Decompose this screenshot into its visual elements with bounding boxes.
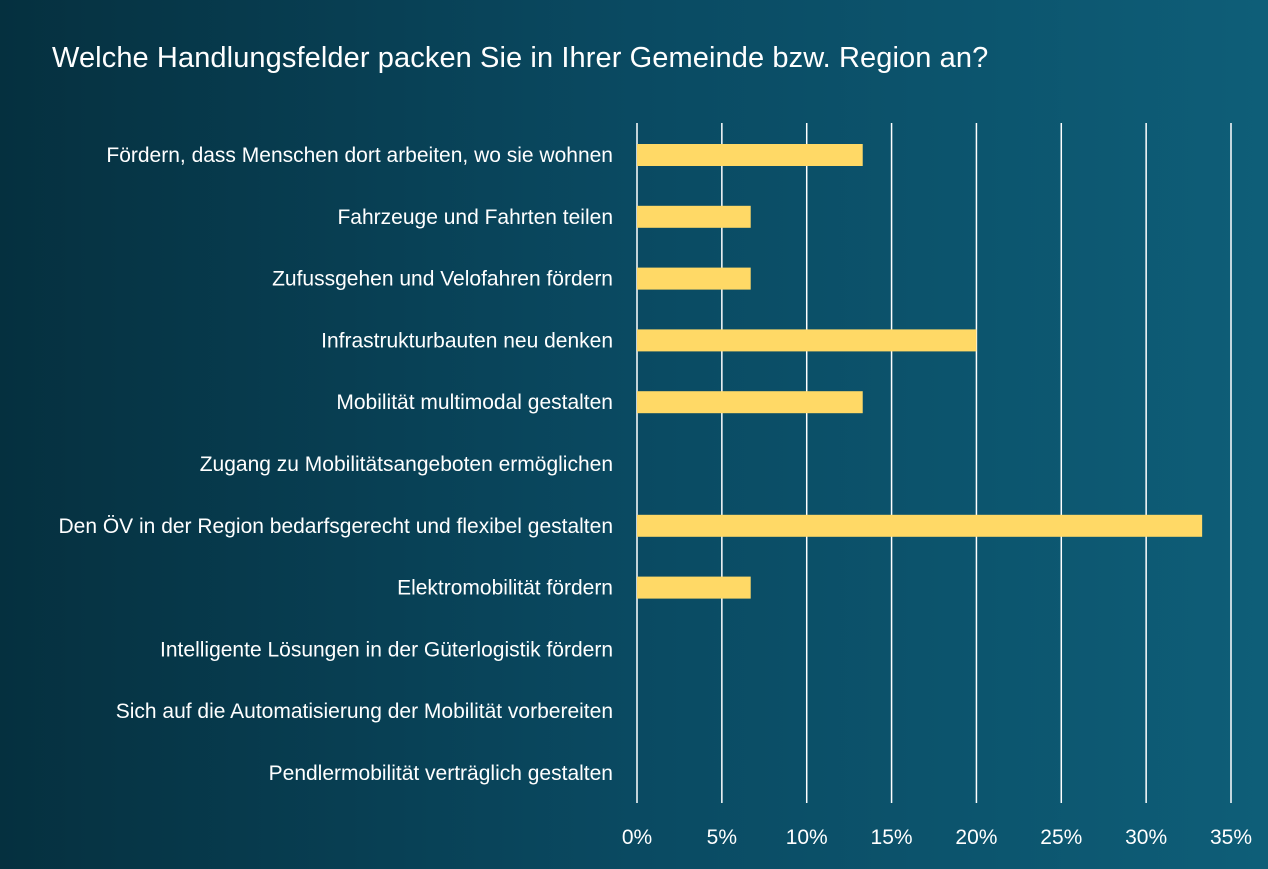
x-tick-label: 10%	[786, 826, 828, 849]
x-tick-labels: 0% 5% 10% 15% 20% 25% 30% 35%	[622, 826, 1252, 849]
bar	[637, 267, 751, 290]
category-label: Zufussgehen und Velofahren fördern	[272, 268, 613, 291]
bar	[637, 144, 863, 166]
bars	[637, 144, 1203, 599]
category-label: Elektromobilität fördern	[397, 577, 613, 600]
category-label: Zugang zu Mobilitätsangeboten ermögliche…	[200, 453, 613, 476]
chart-title: Welche Handlungsfelder packen Sie in Ihr…	[52, 42, 989, 74]
category-label: Mobilität multimodal gestalten	[336, 391, 613, 414]
bar	[637, 329, 977, 352]
x-tick-label: 15%	[871, 826, 913, 849]
category-label: Fahrzeuge und Fahrten teilen	[337, 206, 613, 229]
category-label: Infrastrukturbauten neu denken	[321, 329, 613, 352]
category-label: Intelligente Lösungen in der Güterlogist…	[160, 638, 613, 661]
x-tick-label: 30%	[1125, 826, 1167, 849]
bar	[637, 576, 751, 599]
x-tick-label: 35%	[1210, 826, 1252, 849]
bar	[637, 514, 1203, 537]
category-label: Fördern, dass Menschen dort arbeiten, wo…	[106, 144, 613, 167]
x-tick-label: 0%	[622, 826, 652, 849]
category-labels: Fördern, dass Menschen dort arbeiten, wo…	[58, 144, 613, 785]
x-tick-label: 25%	[1040, 826, 1082, 849]
gridlines	[636, 123, 1232, 803]
x-tick-label: 5%	[707, 826, 737, 849]
category-label: Pendlermobilität verträglich gestalten	[269, 762, 613, 785]
category-label: Den ÖV in der Region bedarfsgerecht und …	[58, 515, 613, 538]
bar	[637, 391, 863, 414]
category-label: Sich auf die Automatisierung der Mobilit…	[116, 700, 613, 723]
bar	[637, 205, 751, 228]
x-tick-label: 20%	[955, 826, 997, 849]
